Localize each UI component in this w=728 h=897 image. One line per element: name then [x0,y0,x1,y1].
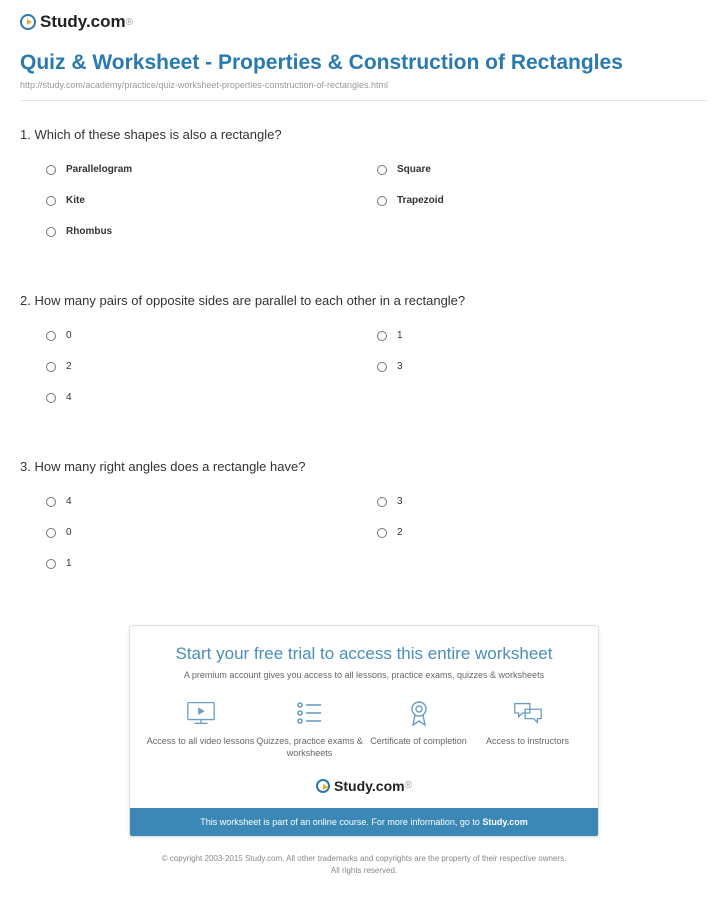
option-label: 1 [66,558,72,569]
option-radio[interactable] [377,196,387,206]
option-radio[interactable] [377,165,387,175]
option-label: 0 [66,330,72,341]
cta-brand-logo: Study.com ® [146,778,582,794]
option-radio[interactable] [46,196,56,206]
options-row: 23 [46,361,708,372]
options-row: Parallelogram Square [46,164,708,175]
option-radio[interactable] [377,528,387,538]
option-label: Parallelogram [66,164,132,175]
options-row: Rhombus [46,226,708,237]
play-circle-icon [316,779,330,793]
cta-card: Start your free trial to access this ent… [129,625,599,836]
option-label: 1 [397,330,403,341]
option[interactable]: 0 [46,330,377,341]
option-label: 4 [66,392,72,403]
question-text: 3. How many right angles does a rectangl… [20,459,708,474]
question: 3. How many right angles does a rectangl… [20,459,708,569]
question: 2. How many pairs of opposite sides are … [20,293,708,403]
play-circle-icon [20,14,36,30]
cta-brand-name: Study.com [334,778,405,794]
option[interactable]: 4 [46,392,377,403]
brand-ext: ® [126,17,133,28]
option-radio[interactable] [46,362,56,372]
copyright-line1: © copyright 2003-2015 Study.com. All oth… [20,853,708,865]
options: Parallelogram Square Kite Trapezoid Rhombus [20,164,708,237]
option-radio[interactable] [46,559,56,569]
cta-banner-text: This worksheet is part of an online cour… [200,817,482,827]
benefit-quizzes: Quizzes, practice exams & worksheets [255,700,364,759]
option[interactable]: 3 [377,496,708,507]
benefit-label: Access to all video lessons [147,736,255,748]
list-icon [294,700,326,726]
option[interactable]: Square [377,164,708,175]
video-icon [185,700,217,726]
option-label: Rhombus [66,226,112,237]
question-text: 1. Which of these shapes is also a recta… [20,127,708,142]
benefit-label: Quizzes, practice exams & worksheets [255,736,364,759]
option[interactable]: 0 [46,527,377,538]
options: 43021 [20,496,708,569]
option-label: 2 [66,361,72,372]
option-label: 0 [66,527,72,538]
option[interactable]: Kite [46,195,377,206]
options-row: 01 [46,330,708,341]
benefit-label: Access to instructors [486,736,569,748]
benefit-label: Certificate of completion [370,736,467,748]
option-label: 3 [397,361,403,372]
option-radio[interactable] [377,331,387,341]
option-radio[interactable] [46,393,56,403]
divider [20,100,708,101]
source-url: http://study.com/academy/practice/quiz-w… [20,80,708,90]
options: 01234 [20,330,708,403]
option-label: Trapezoid [397,195,444,206]
cta-subtitle: A premium account gives you access to al… [146,670,582,680]
benefit-certificate: Certificate of completion [364,700,473,759]
option[interactable]: Rhombus [46,226,377,237]
option-label: 3 [397,496,403,507]
option-label: 4 [66,496,72,507]
copyright: © copyright 2003-2015 Study.com. All oth… [20,853,708,877]
option-radio[interactable] [377,497,387,507]
page-title: Quiz & Worksheet - Properties & Construc… [20,50,708,76]
question: 1. Which of these shapes is also a recta… [20,127,708,237]
option[interactable]: 4 [46,496,377,507]
cta-title: Start your free trial to access this ent… [146,644,582,664]
option-label: Kite [66,195,85,206]
option-radio[interactable] [46,331,56,341]
option[interactable]: 3 [377,361,708,372]
benefit-videos: Access to all video lessons [146,700,255,759]
option-radio[interactable] [46,528,56,538]
option-radio[interactable] [46,497,56,507]
benefits-row: Access to all video lessons Quizzes, pra… [146,700,582,759]
option-radio[interactable] [46,227,56,237]
benefit-instructors: Access to instructors [473,700,582,759]
award-icon [403,700,435,726]
question-text: 2. How many pairs of opposite sides are … [20,293,708,308]
brand-logo: Study.com ® [20,12,708,32]
option-radio[interactable] [46,165,56,175]
brand-name: Study.com [40,12,126,32]
option-radio[interactable] [377,362,387,372]
cta-brand-ext: ® [405,780,412,791]
options-row: 43 [46,496,708,507]
cta-banner-link[interactable]: Study.com [482,817,527,827]
options-row: 1 [46,558,708,569]
options-row: 4 [46,392,708,403]
option[interactable]: Parallelogram [46,164,377,175]
option[interactable]: Trapezoid [377,195,708,206]
options-row: 02 [46,527,708,538]
options-row: Kite Trapezoid [46,195,708,206]
option[interactable]: 1 [377,330,708,341]
option[interactable]: 2 [46,361,377,372]
copyright-line2: All rights reserved. [20,865,708,877]
option-label: 2 [397,527,403,538]
option[interactable]: 1 [46,558,377,569]
cta-banner: This worksheet is part of an online cour… [130,808,598,836]
chat-icon [512,700,544,726]
option-label: Square [397,164,431,175]
option[interactable]: 2 [377,527,708,538]
